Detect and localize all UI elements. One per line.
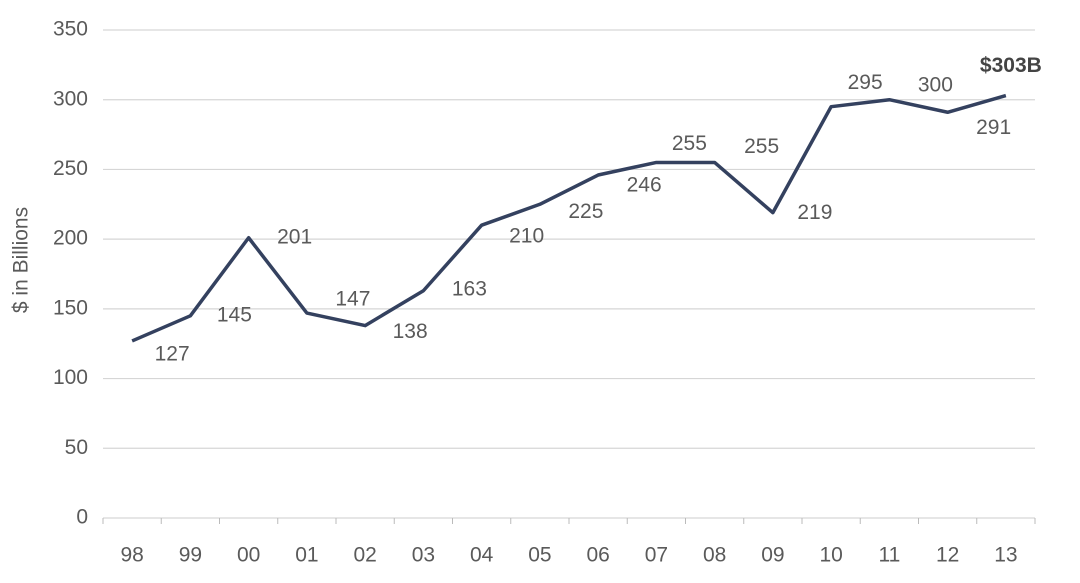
data-label: 246 — [627, 174, 662, 197]
data-label: 147 — [335, 288, 370, 311]
x-tick-label: 13 — [994, 544, 1017, 567]
x-tick-label: 04 — [470, 544, 494, 567]
data-label: 127 — [155, 342, 190, 365]
x-tick-label: 03 — [412, 544, 435, 567]
data-label: 225 — [568, 200, 603, 223]
y-axis-label: $ in Billions — [10, 207, 33, 313]
x-tick-label: 06 — [586, 544, 609, 567]
x-tick-label: 12 — [936, 544, 959, 567]
y-tick-label: 350 — [53, 18, 88, 41]
x-tick-label: 01 — [295, 544, 318, 567]
data-label: 295 — [848, 71, 883, 94]
data-label: 255 — [672, 132, 707, 155]
data-label: 163 — [452, 277, 487, 300]
data-label: 291 — [976, 116, 1011, 139]
x-tick-label: 02 — [353, 544, 376, 567]
x-tick-label: 08 — [703, 544, 726, 567]
y-tick-label: 150 — [53, 296, 88, 319]
y-tick-label: 200 — [53, 227, 88, 250]
data-label: 138 — [393, 320, 428, 343]
data-label: 255 — [744, 135, 779, 158]
data-label: 145 — [217, 303, 252, 326]
x-tick-label: 10 — [819, 544, 842, 567]
y-tick-label: 0 — [76, 506, 88, 529]
x-tick-label: 07 — [645, 544, 668, 567]
data-label: 219 — [797, 201, 832, 224]
data-label: 210 — [509, 225, 544, 248]
x-tick-label: 11 — [878, 544, 900, 567]
data-label: 300 — [918, 73, 953, 96]
data-label: $303B — [980, 54, 1042, 77]
y-tick-label: 100 — [53, 366, 88, 389]
x-tick-label: 98 — [120, 544, 143, 567]
y-tick-label: 300 — [53, 87, 88, 110]
x-tick-label: 99 — [179, 544, 202, 567]
data-line — [131, 93, 1007, 343]
x-tick-label: 09 — [761, 544, 784, 567]
y-tick-label: 50 — [65, 436, 88, 459]
x-tick-label: 05 — [528, 544, 551, 567]
y-tick-label: 250 — [53, 157, 88, 180]
x-tick-label: 00 — [237, 544, 260, 567]
data-label: 201 — [277, 225, 312, 248]
